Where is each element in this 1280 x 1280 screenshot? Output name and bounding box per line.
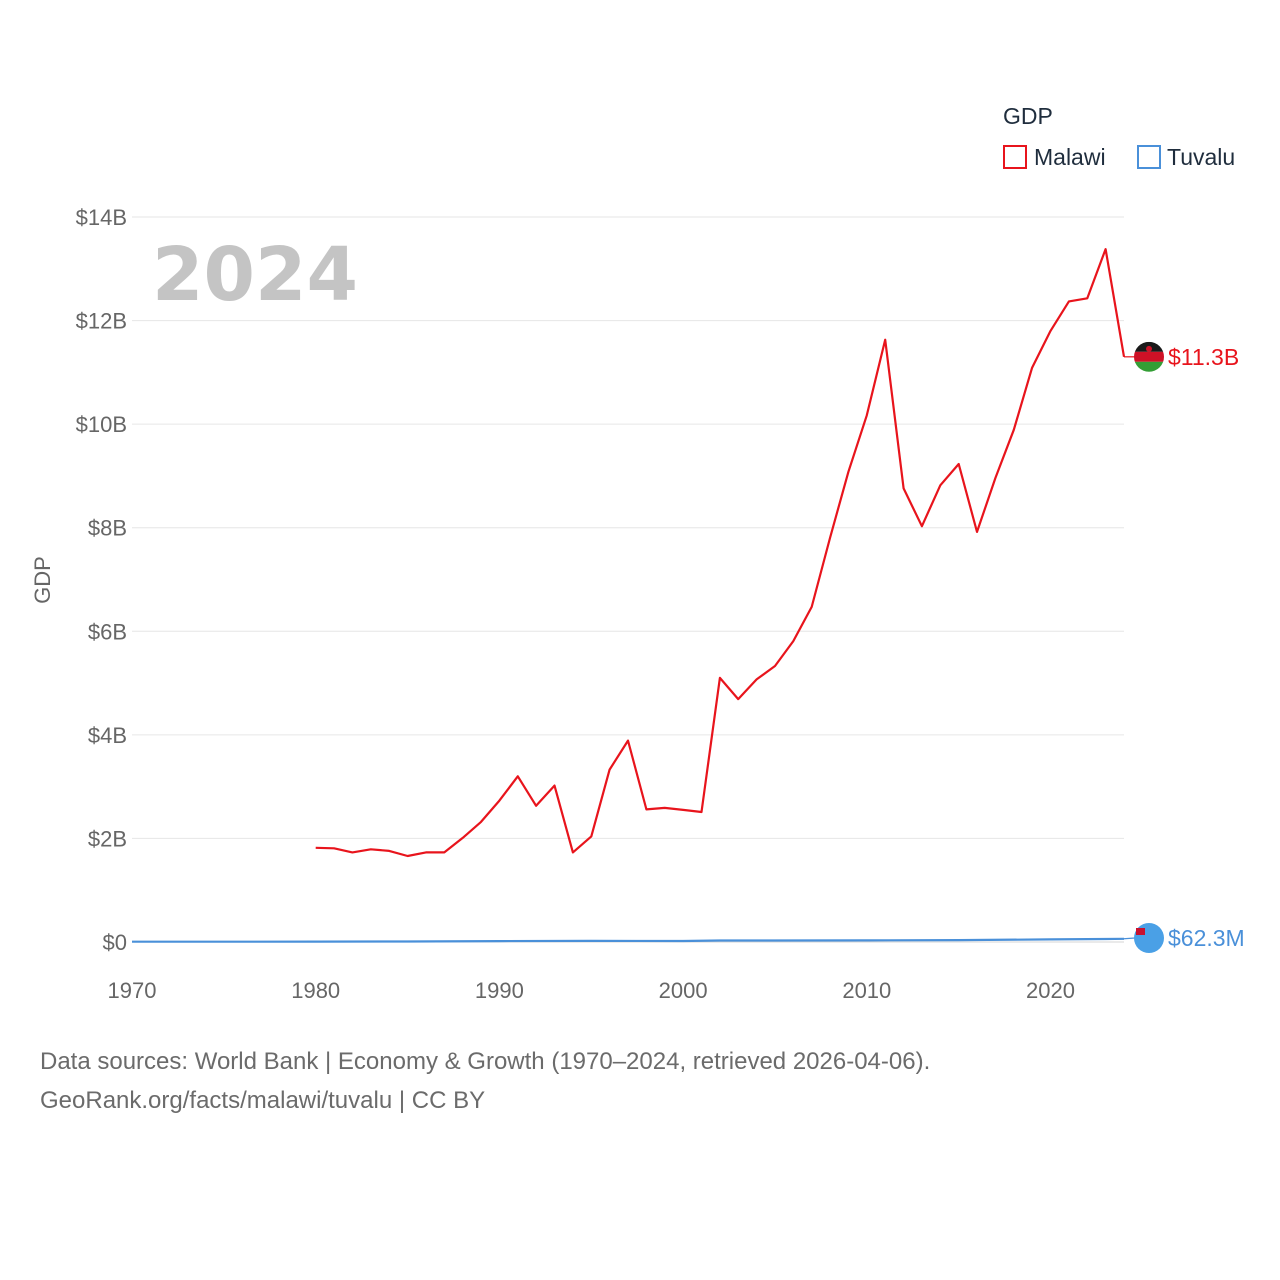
y-tick-label: $14B xyxy=(76,205,127,230)
y-tick-label: $10B xyxy=(76,412,127,437)
y-tick-label: $2B xyxy=(88,826,127,851)
legend-label-malawi: Malawi xyxy=(1034,144,1106,170)
y-tick-labels: $0 $2B $4B $6B $8B $10B $12B $14B xyxy=(76,205,127,955)
flag-marker-tuvalu xyxy=(1134,923,1164,953)
legend-swatch-tuvalu xyxy=(1137,145,1161,169)
legend-label-tuvalu: Tuvalu xyxy=(1167,144,1235,170)
x-tick-label: 1970 xyxy=(108,978,157,1003)
leader-tuvalu xyxy=(1123,937,1136,940)
legend-item-tuvalu[interactable]: Tuvalu xyxy=(1137,144,1235,170)
legend: GDP Malawi Tuvalu xyxy=(1003,103,1235,170)
attribution-link[interactable]: GeoRank.org/facts/malawi/tuvalu | CC BY xyxy=(40,1087,486,1114)
x-tick-label: 1980 xyxy=(291,978,340,1003)
end-label-malawi: $11.3B xyxy=(1168,344,1239,370)
series-lines xyxy=(132,248,1126,943)
y-tick-label: $4B xyxy=(88,723,127,748)
legend-title: GDP xyxy=(1003,103,1053,129)
x-tick-label: 2020 xyxy=(1026,978,1075,1003)
x-tick-label: 2000 xyxy=(659,978,708,1003)
y-gridlines xyxy=(132,216,1124,943)
x-tick-label: 2010 xyxy=(842,978,891,1003)
line-malawi[interactable] xyxy=(315,248,1126,858)
end-markers: $11.3B $62.3M xyxy=(1123,341,1245,953)
legend-item-malawi[interactable]: Malawi xyxy=(1003,144,1106,170)
y-axis-label: GDP xyxy=(30,556,55,604)
gdp-line-chart: $0 $2B $4B $6B $8B $10B $12B $14B 1970 1980 1990 2… xyxy=(30,103,1245,1003)
x-tick-labels: 1970 1980 1990 2000 2010 2020 xyxy=(108,978,1075,1003)
footer: Data sources: World Bank | Economy & Gro… xyxy=(40,1042,1240,1120)
y-tick-label: $8B xyxy=(88,516,127,541)
line-tuvalu[interactable] xyxy=(132,937,1125,943)
data-sources-text: Data sources: World Bank | Economy & Gro… xyxy=(40,1048,931,1075)
legend-swatch-malawi xyxy=(1003,145,1027,169)
flag-marker-malawi xyxy=(1134,341,1164,372)
y-tick-label: $12B xyxy=(76,309,127,334)
end-label-tuvalu: $62.3M xyxy=(1168,925,1245,951)
y-tick-label: $6B xyxy=(88,619,127,644)
y-tick-label: $0 xyxy=(103,930,127,955)
year-label: 2024 xyxy=(152,232,358,318)
x-tick-label: 1990 xyxy=(475,978,524,1003)
